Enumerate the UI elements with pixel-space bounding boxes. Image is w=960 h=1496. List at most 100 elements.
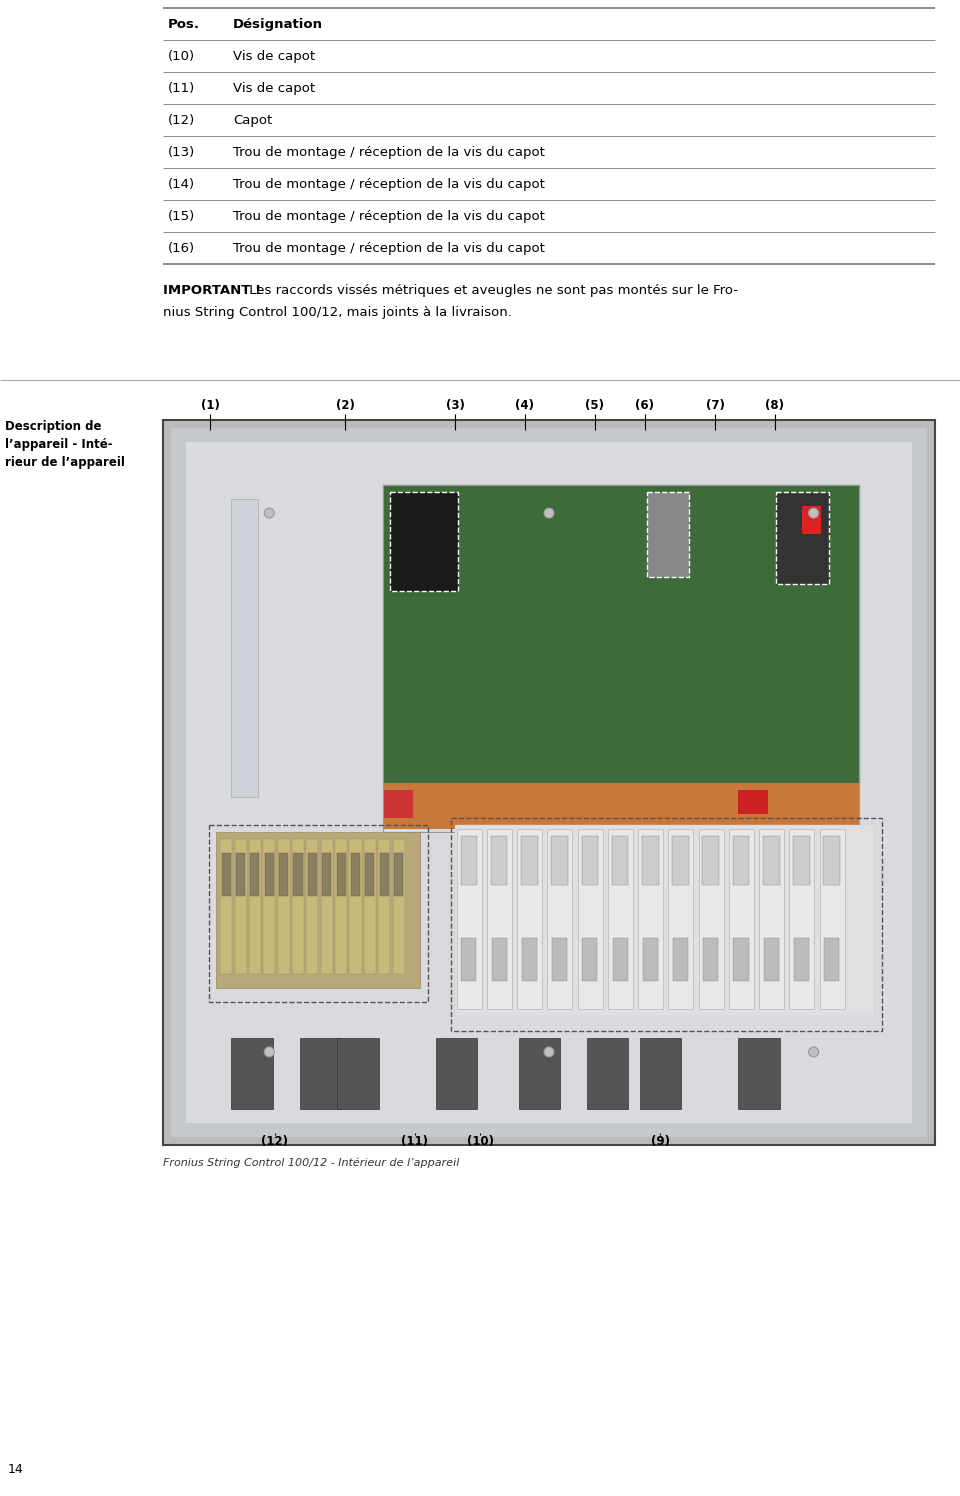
Bar (379, 853, 389, 896)
Bar (825, 938, 839, 981)
Bar (551, 836, 568, 886)
Circle shape (808, 509, 819, 518)
Bar (642, 836, 659, 886)
Text: (14): (14) (168, 178, 195, 190)
Bar (349, 839, 362, 974)
Bar (462, 938, 476, 981)
Text: (10): (10) (168, 49, 195, 63)
Text: l’appareil - Inté-: l’appareil - Inté- (5, 438, 112, 450)
Bar (612, 938, 628, 981)
Text: (1): (1) (201, 399, 220, 411)
Bar (521, 836, 538, 886)
Bar (517, 829, 542, 1010)
Text: Désignation: Désignation (233, 18, 323, 30)
Text: (15): (15) (168, 209, 195, 223)
Text: (12): (12) (261, 1135, 289, 1147)
Text: nius String Control 100/12, mais joints à la livraison.: nius String Control 100/12, mais joints … (163, 307, 512, 319)
Bar (383, 485, 859, 832)
Bar (393, 839, 404, 974)
Text: (3): (3) (445, 399, 465, 411)
Bar (220, 839, 232, 974)
Text: (6): (6) (636, 399, 655, 411)
Text: (9): (9) (651, 1135, 669, 1147)
Bar (364, 839, 376, 974)
Text: Capot: Capot (233, 114, 273, 127)
Bar (738, 1038, 780, 1109)
Bar (647, 492, 689, 577)
Bar (236, 853, 245, 896)
Bar (436, 1038, 477, 1109)
Bar (279, 853, 288, 896)
Bar (587, 1038, 629, 1109)
Bar (335, 839, 348, 974)
Bar (351, 853, 360, 896)
Bar (277, 839, 290, 974)
Bar (764, 938, 779, 981)
Circle shape (544, 509, 554, 518)
Bar (518, 1038, 561, 1109)
Bar (582, 836, 598, 886)
Bar (638, 829, 663, 1010)
Text: (5): (5) (586, 399, 605, 411)
Bar (457, 829, 482, 1010)
Bar (608, 829, 633, 1010)
Bar (378, 839, 390, 974)
Bar (461, 836, 477, 886)
Bar (186, 443, 912, 1123)
Bar (759, 829, 784, 1010)
Text: (2): (2) (336, 399, 354, 411)
Text: (7): (7) (706, 399, 725, 411)
Text: Description de: Description de (5, 420, 102, 432)
Bar (733, 938, 749, 981)
Bar (451, 818, 881, 1031)
Bar (794, 938, 809, 981)
Bar (583, 938, 597, 981)
Bar (383, 782, 859, 829)
Text: (12): (12) (168, 114, 195, 127)
Text: Pos.: Pos. (168, 18, 200, 30)
Bar (612, 836, 629, 886)
Bar (292, 839, 304, 974)
Bar (234, 839, 247, 974)
Bar (308, 853, 317, 896)
Bar (491, 836, 508, 886)
Bar (171, 428, 927, 1137)
Bar (454, 824, 874, 1016)
Bar (492, 938, 507, 981)
Bar (390, 492, 458, 591)
Bar (522, 938, 537, 981)
Text: (16): (16) (168, 241, 195, 254)
Bar (699, 829, 724, 1010)
Text: (11): (11) (401, 1135, 428, 1147)
Text: (4): (4) (516, 399, 535, 411)
Bar (383, 485, 859, 782)
Text: Trou de montage / réception de la vis du capot: Trou de montage / réception de la vis du… (233, 178, 545, 190)
Bar (251, 853, 259, 896)
Bar (639, 1038, 682, 1109)
Bar (673, 938, 688, 981)
Text: Trou de montage / réception de la vis du capot: Trou de montage / réception de la vis du… (233, 241, 545, 254)
Bar (323, 853, 331, 896)
Bar (294, 853, 302, 896)
Bar (578, 829, 603, 1010)
Text: Vis de capot: Vis de capot (233, 81, 315, 94)
Bar (643, 938, 658, 981)
Circle shape (264, 1047, 275, 1056)
Bar (668, 829, 693, 1010)
Bar (300, 1038, 341, 1109)
Bar (789, 829, 814, 1010)
Bar (793, 836, 810, 886)
Text: 14: 14 (8, 1463, 24, 1477)
Bar (824, 836, 840, 886)
Bar (222, 853, 230, 896)
Bar (776, 492, 828, 583)
Text: Trou de montage / réception de la vis du capot: Trou de montage / réception de la vis du… (233, 145, 545, 159)
Bar (306, 839, 319, 974)
Text: Fronius String Control 100/12 - Intérieur de l’appareil: Fronius String Control 100/12 - Intérieu… (163, 1158, 460, 1168)
Text: (10): (10) (467, 1135, 493, 1147)
Text: (13): (13) (168, 145, 195, 159)
Bar (163, 420, 935, 1144)
Circle shape (808, 1047, 819, 1056)
Text: (8): (8) (765, 399, 784, 411)
Bar (263, 839, 276, 974)
